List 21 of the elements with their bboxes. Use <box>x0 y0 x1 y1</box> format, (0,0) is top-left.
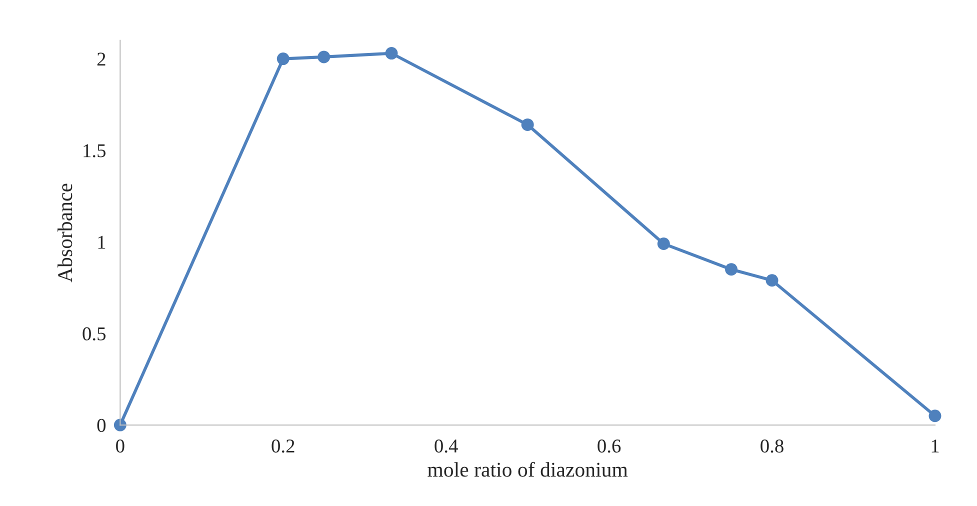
y-tick-label: 2 <box>97 52 106 66</box>
point <box>928 410 942 422</box>
point <box>385 47 398 60</box>
point <box>657 237 670 250</box>
y-axis-title: Absorbance <box>58 184 72 282</box>
x-tick-label: 1 <box>932 440 939 452</box>
y-tick-label: 1.5 <box>84 144 106 158</box>
y-tick-label: 0 <box>97 418 106 432</box>
point <box>318 50 330 64</box>
y-tick-label: 0.5 <box>82 327 106 340</box>
x-tick-label: 0.2 <box>272 439 294 453</box>
point <box>521 118 534 131</box>
x-tick-label: 0 <box>116 439 124 453</box>
point <box>766 274 778 287</box>
x-axis-title: mole ratio of diazonium <box>428 462 628 477</box>
x-tick-label: 0.6 <box>598 439 621 453</box>
x-tick-label: 0.4 <box>434 439 458 453</box>
y-tick-label: 1 <box>98 236 106 249</box>
x-tick-label: 0.8 <box>760 439 784 453</box>
point <box>276 52 290 66</box>
point <box>725 263 738 276</box>
